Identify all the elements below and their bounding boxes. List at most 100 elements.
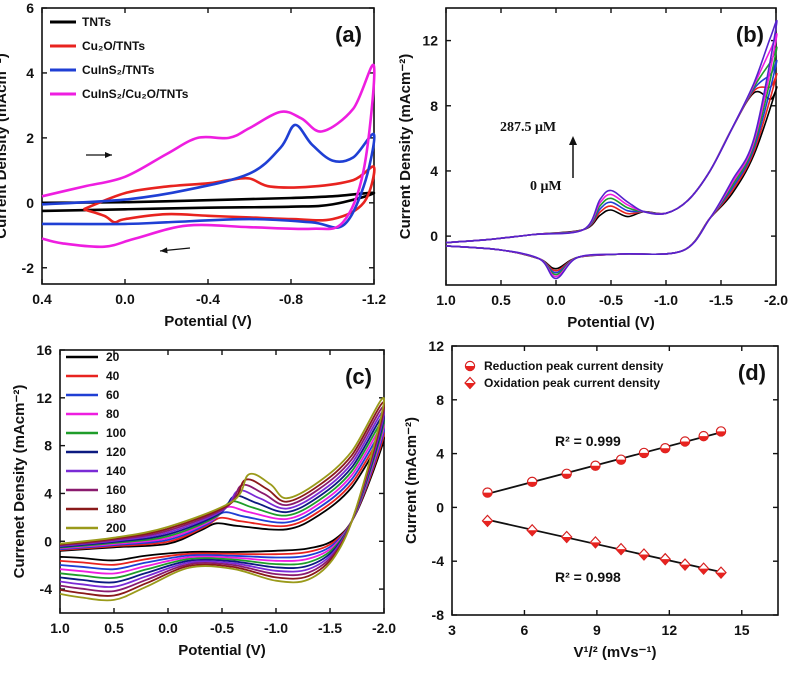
panel-a: 0.4 0.0 -0.4 -0.8 -1.2 -2 0 2 4 6 Potential (V) Cur…	[0, 0, 386, 330]
y-tick-label: 12	[422, 33, 438, 49]
x-tick-label: -2.0	[372, 620, 396, 636]
reduction-point-fill	[660, 448, 670, 453]
y-tick-label: -4	[40, 581, 53, 597]
y-tick-label: 0	[44, 533, 52, 549]
oxidation-point-fill	[698, 568, 709, 575]
oxidation-point-fill	[638, 554, 649, 560]
cv-curve-scan-200	[59, 397, 385, 602]
y-axis-label: Current (mAcm⁻²)	[403, 417, 420, 544]
oxidation-point-fill	[660, 559, 671, 565]
reduction-point-fill	[527, 481, 537, 487]
legend-diamond-fill	[465, 383, 475, 389]
reduction-point-fill	[482, 492, 493, 498]
x-tick-label: 1.0	[50, 620, 70, 636]
plot-frame	[451, 345, 779, 616]
legend-entry: Oxidation peak current density	[484, 376, 660, 390]
y-tick-label: 8	[430, 98, 438, 114]
oxidation-point-fill	[482, 520, 493, 527]
x-tick-label: -1.0	[654, 292, 678, 308]
y-tick-label: 8	[44, 438, 52, 454]
cv-curve-concentration-3	[445, 46, 778, 276]
panel-label: (c)	[345, 364, 372, 389]
oxidation-point-fill	[680, 564, 691, 571]
y-tick-label: 2	[26, 130, 34, 146]
legend-entry: 200	[106, 521, 126, 535]
legend-entry: 60	[106, 388, 120, 402]
x-tick-label: 0.0	[546, 292, 566, 308]
legend-entry: 160	[106, 483, 126, 497]
x-tick-label: -0.5	[210, 620, 234, 636]
y-tick-label: 4	[44, 485, 52, 501]
y-tick-label: 6	[26, 0, 34, 16]
oxidation-point-fill	[561, 536, 572, 543]
x-tick-label: 12	[662, 622, 678, 638]
x-tick-label: 0.0	[115, 291, 135, 307]
panel-b: 1.0 0.5 0.0 -0.5 -1.0 -1.5 -2.0 0 4 8 12 Potential …	[397, 7, 788, 331]
r2-oxidation: R² = 0.998	[555, 569, 621, 585]
x-tick-label: -0.4	[196, 291, 220, 307]
x-tick-label: 9	[593, 622, 601, 638]
cv-curve-concentration-2	[445, 59, 778, 274]
oxidation-point-fill	[590, 542, 601, 548]
increase-arrow-head-icon	[569, 136, 577, 145]
y-axis-label: Currenet Density (mAcm⁻²)	[11, 385, 28, 579]
reduction-point-fill	[616, 459, 626, 465]
x-tick-label: -1.5	[709, 292, 733, 308]
y-tick-label: 12	[428, 338, 444, 354]
cv-curve-1	[83, 165, 376, 224]
legend-entry: Cu₂O/TNTs	[82, 39, 145, 53]
oxidation-point-fill	[527, 530, 538, 536]
annotation-max-concentration: 287.5 μM	[500, 120, 556, 135]
cv-curve-concentration-1	[445, 72, 778, 272]
reduction-point-fill	[716, 431, 726, 437]
cv-curve-3	[41, 63, 376, 249]
x-tick-label: 0.4	[32, 291, 52, 307]
x-tick-label: 0.0	[158, 620, 178, 636]
legend-entry: 140	[106, 464, 126, 478]
oxidation-point-fill	[616, 549, 627, 555]
cv-curve-concentration-0	[445, 86, 778, 270]
panel-d: 3 6 9 12 15 -8 -4 0 4 8 12 V¹/² (mVs⁻¹) Current (mAc…	[403, 338, 779, 661]
y-tick-label: 0	[430, 228, 438, 244]
forward-arrow-head-icon	[105, 152, 112, 158]
cv-curve-2	[41, 123, 376, 230]
x-axis-label: Potential (V)	[567, 314, 655, 331]
x-tick-label: 6	[521, 622, 529, 638]
y-tick-label: 4	[430, 163, 438, 179]
legend-entry: Reduction peak current density	[484, 359, 664, 373]
reduction-point-fill	[680, 441, 690, 447]
panel-label: (d)	[738, 360, 766, 385]
legend-entry: CuInS₂/TNTs	[82, 63, 155, 77]
panel-label: (b)	[736, 22, 764, 47]
legend-entry: 20	[106, 350, 120, 364]
y-tick-label: 0	[436, 499, 444, 515]
y-axis-label: Current Density (mAcm⁻²)	[0, 53, 10, 238]
legend-entry: 180	[106, 502, 126, 516]
plot-frame	[445, 7, 777, 286]
reduction-point-fill	[590, 465, 601, 471]
x-tick-label: 0.5	[491, 292, 511, 308]
y-tick-label: 0	[26, 195, 34, 211]
legend-entry: 80	[106, 407, 120, 421]
reduction-point-fill	[562, 473, 572, 479]
x-tick-label: -0.8	[279, 291, 303, 307]
y-tick-label: 16	[36, 342, 52, 358]
x-axis-label: Potential (V)	[164, 313, 252, 330]
reverse-arrow-head-icon	[160, 247, 168, 254]
cv-curve-scan-20	[59, 436, 385, 562]
legend-entry: CuInS₂/Cu₂O/TNTs	[82, 87, 189, 101]
x-tick-label: 3	[448, 622, 456, 638]
oxidation-point-fill	[716, 572, 727, 579]
y-tick-label: 8	[436, 392, 444, 408]
panel-label: (a)	[335, 22, 362, 47]
y-tick-label: 4	[26, 65, 34, 81]
x-tick-label: -0.5	[599, 292, 623, 308]
legend-entry: 100	[106, 426, 126, 440]
x-tick-label: -1.5	[318, 620, 342, 636]
x-tick-label: -1.2	[362, 291, 386, 307]
reduction-point-fill	[699, 436, 709, 441]
legend-entry: TNTs	[82, 15, 111, 29]
x-axis-label: V¹/² (mVs⁻¹)	[574, 644, 657, 661]
x-tick-label: -1.0	[264, 620, 288, 636]
x-tick-label: 1.0	[436, 292, 456, 308]
